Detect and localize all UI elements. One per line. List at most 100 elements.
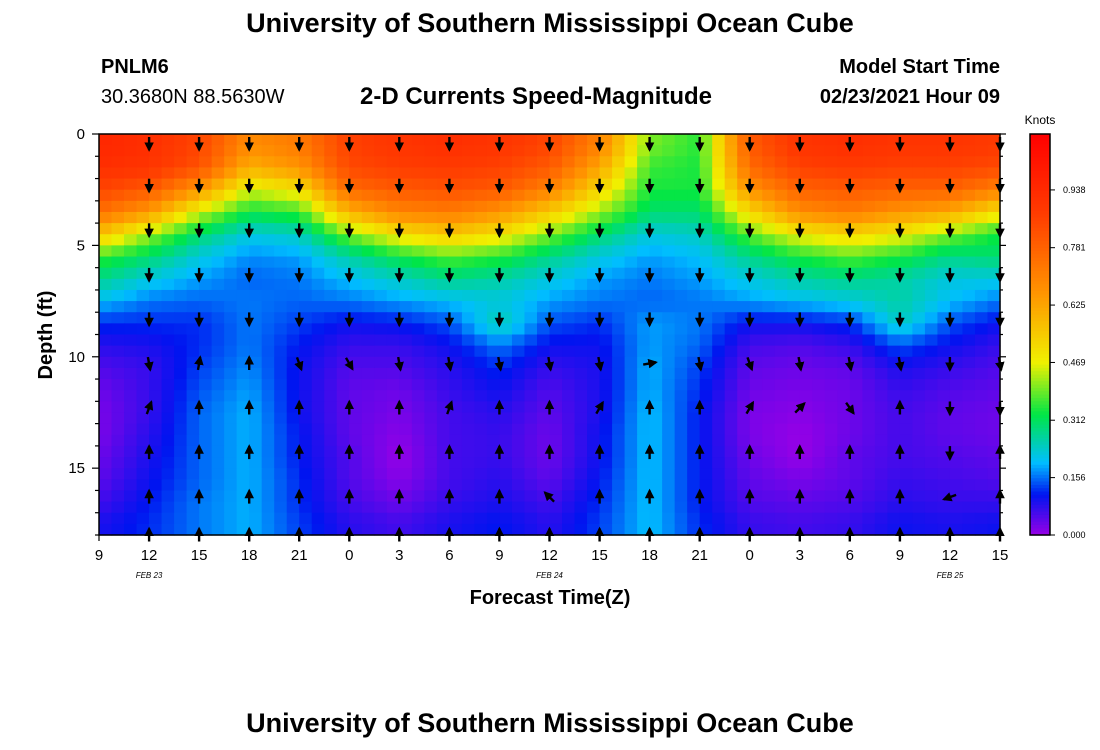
heatmap-cell bbox=[799, 323, 813, 336]
heatmap-cell bbox=[749, 211, 763, 224]
heatmap-cell bbox=[549, 278, 563, 291]
heatmap-cell bbox=[186, 523, 200, 536]
heatmap-cell bbox=[299, 189, 313, 202]
heatmap-cell bbox=[962, 412, 976, 425]
colorbar-tick-label: 0.938 bbox=[1063, 185, 1086, 195]
colorbar-swatch bbox=[1030, 381, 1050, 386]
heatmap-cell bbox=[649, 312, 663, 324]
heatmap-cell bbox=[99, 189, 113, 202]
heatmap-cell bbox=[424, 301, 438, 313]
heatmap-cell bbox=[612, 367, 626, 380]
heatmap-cell bbox=[261, 345, 275, 358]
heatmap-cell bbox=[211, 312, 225, 324]
heatmap-cell bbox=[299, 156, 313, 169]
heatmap-cell bbox=[274, 523, 288, 536]
heatmap-cell bbox=[737, 145, 751, 157]
heatmap-cell bbox=[474, 323, 488, 336]
heatmap-cell bbox=[236, 367, 250, 380]
heatmap-cell bbox=[962, 479, 976, 492]
heatmap-cell bbox=[724, 501, 738, 514]
heatmap-cell bbox=[249, 301, 263, 313]
heatmap-cell bbox=[124, 312, 138, 324]
heatmap-cell bbox=[574, 289, 588, 302]
heatmap-cell bbox=[249, 156, 263, 169]
heatmap-cell bbox=[174, 323, 188, 336]
heatmap-cell bbox=[536, 245, 551, 258]
heatmap-cell bbox=[849, 156, 863, 169]
heatmap-cell bbox=[574, 312, 588, 324]
heatmap-cell bbox=[737, 167, 751, 180]
heatmap-cell bbox=[349, 390, 363, 402]
heatmap-cell bbox=[987, 145, 1001, 157]
heatmap-cell bbox=[249, 457, 263, 469]
heatmap-cell bbox=[424, 367, 438, 380]
heatmap-cell bbox=[99, 167, 113, 180]
heatmap-cell bbox=[424, 390, 438, 402]
heatmap-cell bbox=[949, 145, 964, 157]
heatmap-cell bbox=[962, 145, 976, 157]
heatmap-cell bbox=[349, 134, 363, 146]
heatmap-cell bbox=[99, 134, 113, 146]
heatmap-cell bbox=[612, 512, 626, 525]
heatmap-cell bbox=[712, 267, 726, 280]
heatmap-cell bbox=[624, 323, 638, 336]
heatmap-cell bbox=[99, 301, 113, 313]
heatmap-cell bbox=[199, 178, 213, 191]
heatmap-cell bbox=[724, 457, 738, 469]
heatmap-cell bbox=[862, 501, 876, 514]
heatmap-cell bbox=[899, 345, 913, 358]
heatmap-cell bbox=[174, 345, 188, 358]
heatmap-cell bbox=[899, 423, 913, 436]
heatmap-cell bbox=[161, 490, 175, 503]
heatmap-cell bbox=[124, 490, 138, 503]
heatmap-cell bbox=[161, 334, 175, 347]
heatmap-cell bbox=[374, 490, 388, 503]
heatmap-cell bbox=[399, 423, 413, 436]
heatmap-cell bbox=[549, 401, 563, 414]
heatmap-cell bbox=[549, 312, 563, 324]
heatmap-cell bbox=[261, 401, 275, 414]
heatmap-cell bbox=[399, 501, 413, 514]
heatmap-cell bbox=[261, 301, 275, 313]
colorbar-swatch bbox=[1030, 254, 1050, 259]
heatmap-cell bbox=[349, 445, 363, 458]
heatmap-cell bbox=[774, 457, 788, 469]
heatmap-cell bbox=[449, 301, 463, 313]
heatmap-cell bbox=[937, 145, 951, 157]
heatmap-cell bbox=[511, 468, 526, 480]
heatmap-cell bbox=[286, 401, 300, 414]
heatmap-cell bbox=[724, 323, 738, 336]
heatmap-cell bbox=[449, 312, 463, 324]
heatmap-cell bbox=[774, 189, 788, 202]
heatmap-cell bbox=[199, 234, 213, 246]
heatmap-cell bbox=[574, 234, 588, 246]
heatmap-cell bbox=[224, 200, 238, 213]
heatmap-cell bbox=[724, 412, 738, 425]
heatmap-cell bbox=[587, 200, 601, 213]
heatmap-cell bbox=[311, 345, 325, 358]
heatmap-cell bbox=[374, 301, 388, 313]
heatmap-cell bbox=[111, 468, 125, 480]
heatmap-cell bbox=[662, 256, 676, 269]
heatmap-cell bbox=[837, 479, 851, 492]
heatmap-cell bbox=[361, 189, 375, 202]
heatmap-cell bbox=[336, 278, 350, 291]
heatmap-cell bbox=[536, 468, 551, 480]
heatmap-cell bbox=[186, 167, 200, 180]
heatmap-cell bbox=[612, 457, 626, 469]
heatmap-cell bbox=[574, 356, 588, 369]
heatmap-cell bbox=[99, 234, 113, 246]
heatmap-cell bbox=[562, 345, 576, 358]
heatmap-cell bbox=[649, 423, 663, 436]
heatmap-cell bbox=[524, 245, 538, 258]
heatmap-cell bbox=[937, 245, 951, 258]
heatmap-cell bbox=[562, 512, 576, 525]
heatmap-cell bbox=[699, 289, 713, 302]
colorbar-swatch bbox=[1030, 404, 1050, 409]
heatmap-cell bbox=[186, 434, 200, 447]
heatmap-cell bbox=[899, 445, 913, 458]
heatmap-cell bbox=[149, 434, 163, 447]
heatmap-cell bbox=[924, 200, 939, 213]
heatmap-cell bbox=[261, 490, 275, 503]
